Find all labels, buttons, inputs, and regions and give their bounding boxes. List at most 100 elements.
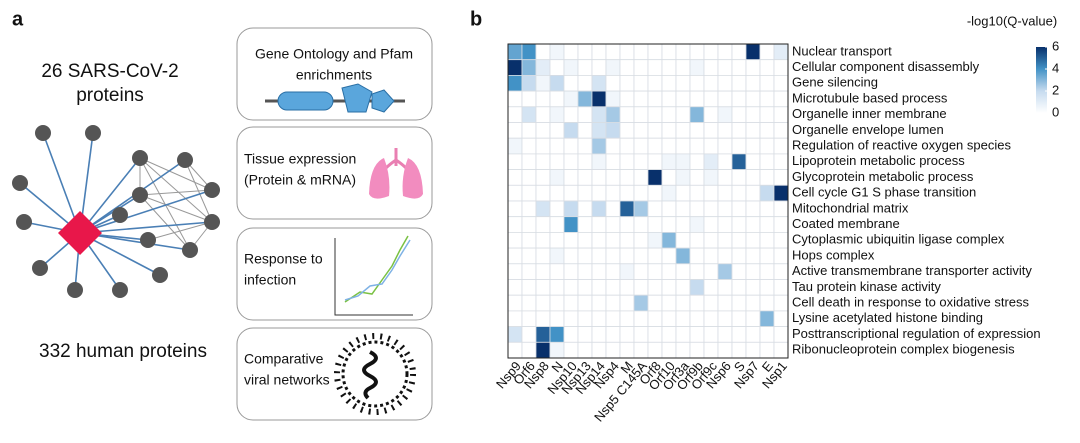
icon: [334, 333, 416, 415]
heat-cell: [675, 153, 691, 170]
heat-cell: [745, 169, 761, 186]
heat-cell: [605, 122, 621, 139]
heat-cell: [633, 326, 649, 343]
heat-cell: [759, 294, 775, 312]
heat-cell: [731, 122, 747, 139]
heat-cell: [675, 122, 691, 139]
label: 26 SARS-CoV-2: [41, 61, 178, 82]
heat-cell: [661, 247, 677, 265]
heat-cell: [703, 279, 719, 296]
heat-cell: [731, 326, 747, 343]
heat-cell: [759, 247, 775, 265]
heat-cell: [703, 231, 719, 249]
heat-cell: [549, 153, 565, 170]
heat-cell: [549, 106, 565, 123]
heat-cell: [745, 153, 761, 170]
icon: [341, 340, 409, 408]
heat-cell: [577, 90, 593, 108]
row-label: Nuclear transport: [792, 43, 892, 58]
heat-cell: [591, 294, 607, 312]
heat-cell: [535, 106, 551, 123]
heat-cell: [577, 200, 593, 218]
heat-cell: [577, 247, 593, 265]
heat-cell: [717, 59, 733, 76]
heat-cell: [521, 341, 537, 359]
heat-cell: [507, 341, 523, 359]
heat-cell: [759, 75, 775, 92]
heat-cell: [591, 75, 607, 92]
heat-cell: [535, 247, 551, 265]
heat-cell: [521, 279, 537, 296]
heat-cell: [661, 90, 677, 108]
heat-cell: [675, 263, 691, 280]
heat-cell: [535, 263, 551, 280]
heat-cell: [507, 216, 523, 233]
heat-cell: [661, 200, 677, 218]
heat-cell: [633, 153, 649, 170]
node: [16, 214, 32, 230]
heat-cell: [647, 326, 663, 343]
heat-cell: [549, 247, 565, 265]
heat-cell: [689, 216, 705, 233]
heat-cell: [661, 169, 677, 186]
heat-cell: [689, 43, 705, 61]
heat-cell: [647, 137, 663, 155]
heat-cell: [591, 200, 607, 218]
heat-cell: [703, 294, 719, 312]
heat-cell: [591, 184, 607, 202]
heat-cell: [703, 169, 719, 186]
heat-cell: [577, 137, 593, 155]
heat-cell: [633, 200, 649, 218]
heat-cell: [717, 294, 733, 312]
heat-cell: [535, 294, 551, 312]
heat-cell: [745, 294, 761, 312]
heat-cell: [507, 59, 523, 76]
heat-cell: [759, 137, 775, 155]
heat-cell: [703, 310, 719, 327]
heat-cell: [507, 43, 523, 61]
heat-cell: [661, 341, 677, 359]
box-text: viral networks: [244, 372, 330, 388]
heat-cell: [535, 75, 551, 92]
node: [35, 125, 51, 141]
heat-cell: [675, 247, 691, 265]
heat-cell: [773, 294, 789, 312]
heat-cell: [675, 341, 691, 359]
heat-cell: [689, 122, 705, 139]
heat-cell: [759, 43, 775, 61]
heat-cell: [773, 279, 789, 296]
heat-cell: [591, 216, 607, 233]
heat-cell: [773, 90, 789, 108]
heat-cell: [731, 341, 747, 359]
heat-cell: [577, 279, 593, 296]
heat-cell: [731, 169, 747, 186]
heat-cell: [591, 106, 607, 123]
heat-cell: [759, 310, 775, 327]
heat-cell: [563, 153, 579, 170]
heat-cell: [689, 231, 705, 249]
heat-cell: [605, 90, 621, 108]
heat-cell: [759, 216, 775, 233]
heat-cell: [689, 263, 705, 280]
heat-cell: [591, 122, 607, 139]
heat-cell: [549, 310, 565, 327]
heat-cell: [535, 169, 551, 186]
heat-cell: [647, 279, 663, 296]
row-label: Active transmembrane transporter activit…: [792, 263, 1032, 278]
row-label: Organelle inner membrane: [792, 106, 947, 121]
row-label: Tau protein kinase activity: [792, 279, 941, 294]
heatmap-frame: [507, 43, 789, 359]
heat-cell: [549, 59, 565, 76]
heat-cell: [675, 137, 691, 155]
box-text: Tissue expression: [244, 151, 356, 167]
heat-cell: [619, 294, 635, 312]
colorbar: [1036, 47, 1047, 113]
heat-cell: [675, 43, 691, 61]
heat-cell: [759, 341, 775, 359]
heat-cell: [731, 247, 747, 265]
heat-cell: [661, 263, 677, 280]
heat-cell: [731, 294, 747, 312]
heat-cell: [759, 231, 775, 249]
row-label: Cell cycle G1 S phase transition: [792, 185, 976, 200]
